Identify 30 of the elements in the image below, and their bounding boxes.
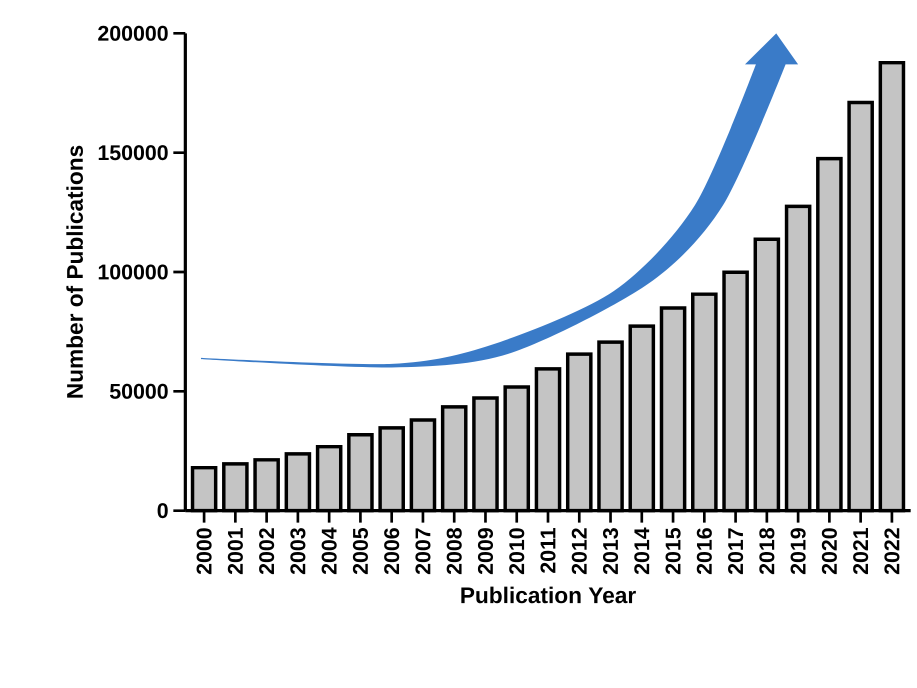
- y-tick-label: 200000: [98, 26, 168, 41]
- x-tick-label: 2017: [728, 528, 744, 574]
- x-tick-label: 2002: [259, 528, 274, 574]
- x-tick-label: 2005: [352, 528, 368, 574]
- x-tick-label: 2008: [446, 528, 462, 574]
- x-tick-label: 2001: [228, 528, 243, 574]
- x-tick-label: 2010: [509, 528, 524, 574]
- y-axis-title: Number of Publications: [66, 146, 83, 398]
- x-tick-label: 2007: [415, 528, 430, 574]
- x-tick-label: 2014: [634, 527, 650, 574]
- y-tick-label: 150000: [98, 145, 168, 160]
- x-tick-label: 2004: [322, 527, 337, 574]
- x-tick-label: 2012: [572, 528, 587, 574]
- y-tick-label: 0: [158, 503, 168, 518]
- x-tick-label: 2018: [759, 528, 774, 574]
- x-tick-label: 2019: [790, 528, 806, 574]
- x-tick-label: 2020: [822, 528, 837, 574]
- x-tick-label: 2021: [853, 528, 868, 574]
- x-tick-label: 2011: [540, 528, 556, 573]
- x-tick-label: 2003: [290, 528, 306, 574]
- x-tick-label: 2022: [884, 528, 900, 574]
- y-tick-label: 50000: [110, 384, 168, 399]
- x-tick-label: 2000: [196, 528, 212, 574]
- x-tick-label: 2009: [478, 528, 494, 574]
- y-tick-label: 100000: [98, 264, 168, 280]
- x-tick-label: 2013: [602, 528, 618, 574]
- x-axis-title: Publication Year: [461, 586, 636, 604]
- x-tick-label: 2006: [384, 528, 400, 574]
- x-tick-label: 2015: [666, 528, 681, 574]
- x-tick-label: 2016: [696, 528, 712, 574]
